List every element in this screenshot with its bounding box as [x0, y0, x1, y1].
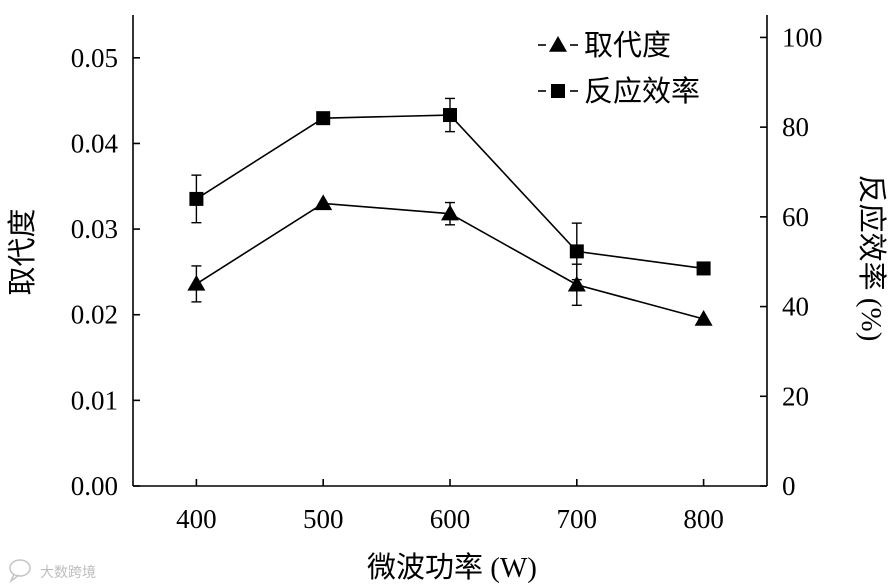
y-left-axis-title: 取代度 — [6, 208, 39, 295]
x-tick-label: 500 — [303, 504, 344, 534]
series-square — [189, 97, 711, 281]
data-point-triangle — [694, 310, 713, 326]
y-left-tick-label: 0.02 — [71, 300, 118, 330]
legend-entry: 取代度 — [538, 29, 671, 62]
legend-label: 反应效率 — [584, 75, 700, 108]
y-left-tick-label: 0.01 — [71, 385, 118, 415]
x-tick-label: 600 — [430, 504, 471, 534]
x-tick-label: 800 — [683, 504, 724, 534]
y-left-tick-label: 0.03 — [71, 214, 118, 244]
y-right-axis-title: 反应效率 (%) — [855, 175, 888, 342]
y-right-tick-label: 80 — [782, 112, 809, 142]
legend-marker-triangle — [549, 36, 567, 52]
y-left-tick-label: 0.00 — [71, 471, 118, 501]
data-point-triangle — [441, 204, 459, 221]
y-right-tick-label: 20 — [782, 381, 809, 411]
speech-bubble-logo-icon — [9, 559, 31, 584]
legend-entry: 反应效率 — [538, 75, 700, 108]
series-triangle — [187, 194, 713, 326]
x-tick-label: 700 — [557, 504, 598, 534]
y-left-tick-label: 0.04 — [71, 128, 119, 158]
watermark-text: 大数跨境 — [40, 565, 96, 581]
y-right-tick-label: 60 — [782, 202, 809, 232]
data-point-square — [569, 244, 584, 259]
x-tick-label: 400 — [176, 504, 217, 534]
series-group — [187, 97, 713, 326]
data-point-square — [316, 111, 331, 126]
data-point-triangle — [314, 194, 333, 211]
ticks: 400 500 600 700 800 0.00 0.01 0.02 0.03 0.04 0.05 0… — [71, 22, 823, 534]
data-point-square — [189, 191, 204, 206]
y-left-tick-label: 0.05 — [71, 43, 118, 73]
legend-label: 取代度 — [584, 29, 671, 62]
y-right-tick-label: 100 — [782, 22, 823, 52]
legend-marker-square — [551, 84, 565, 98]
x-axis-title: 微波功率 (W) — [367, 551, 537, 584]
data-point-triangle — [187, 274, 206, 291]
data-point-square — [443, 108, 457, 123]
y-right-tick-label: 40 — [782, 292, 809, 322]
data-point-triangle — [567, 275, 586, 292]
data-point-square — [696, 261, 711, 276]
y-right-tick-label: 0 — [782, 471, 796, 501]
series-line — [195, 114, 704, 270]
watermark: 大数跨境 — [9, 559, 96, 584]
